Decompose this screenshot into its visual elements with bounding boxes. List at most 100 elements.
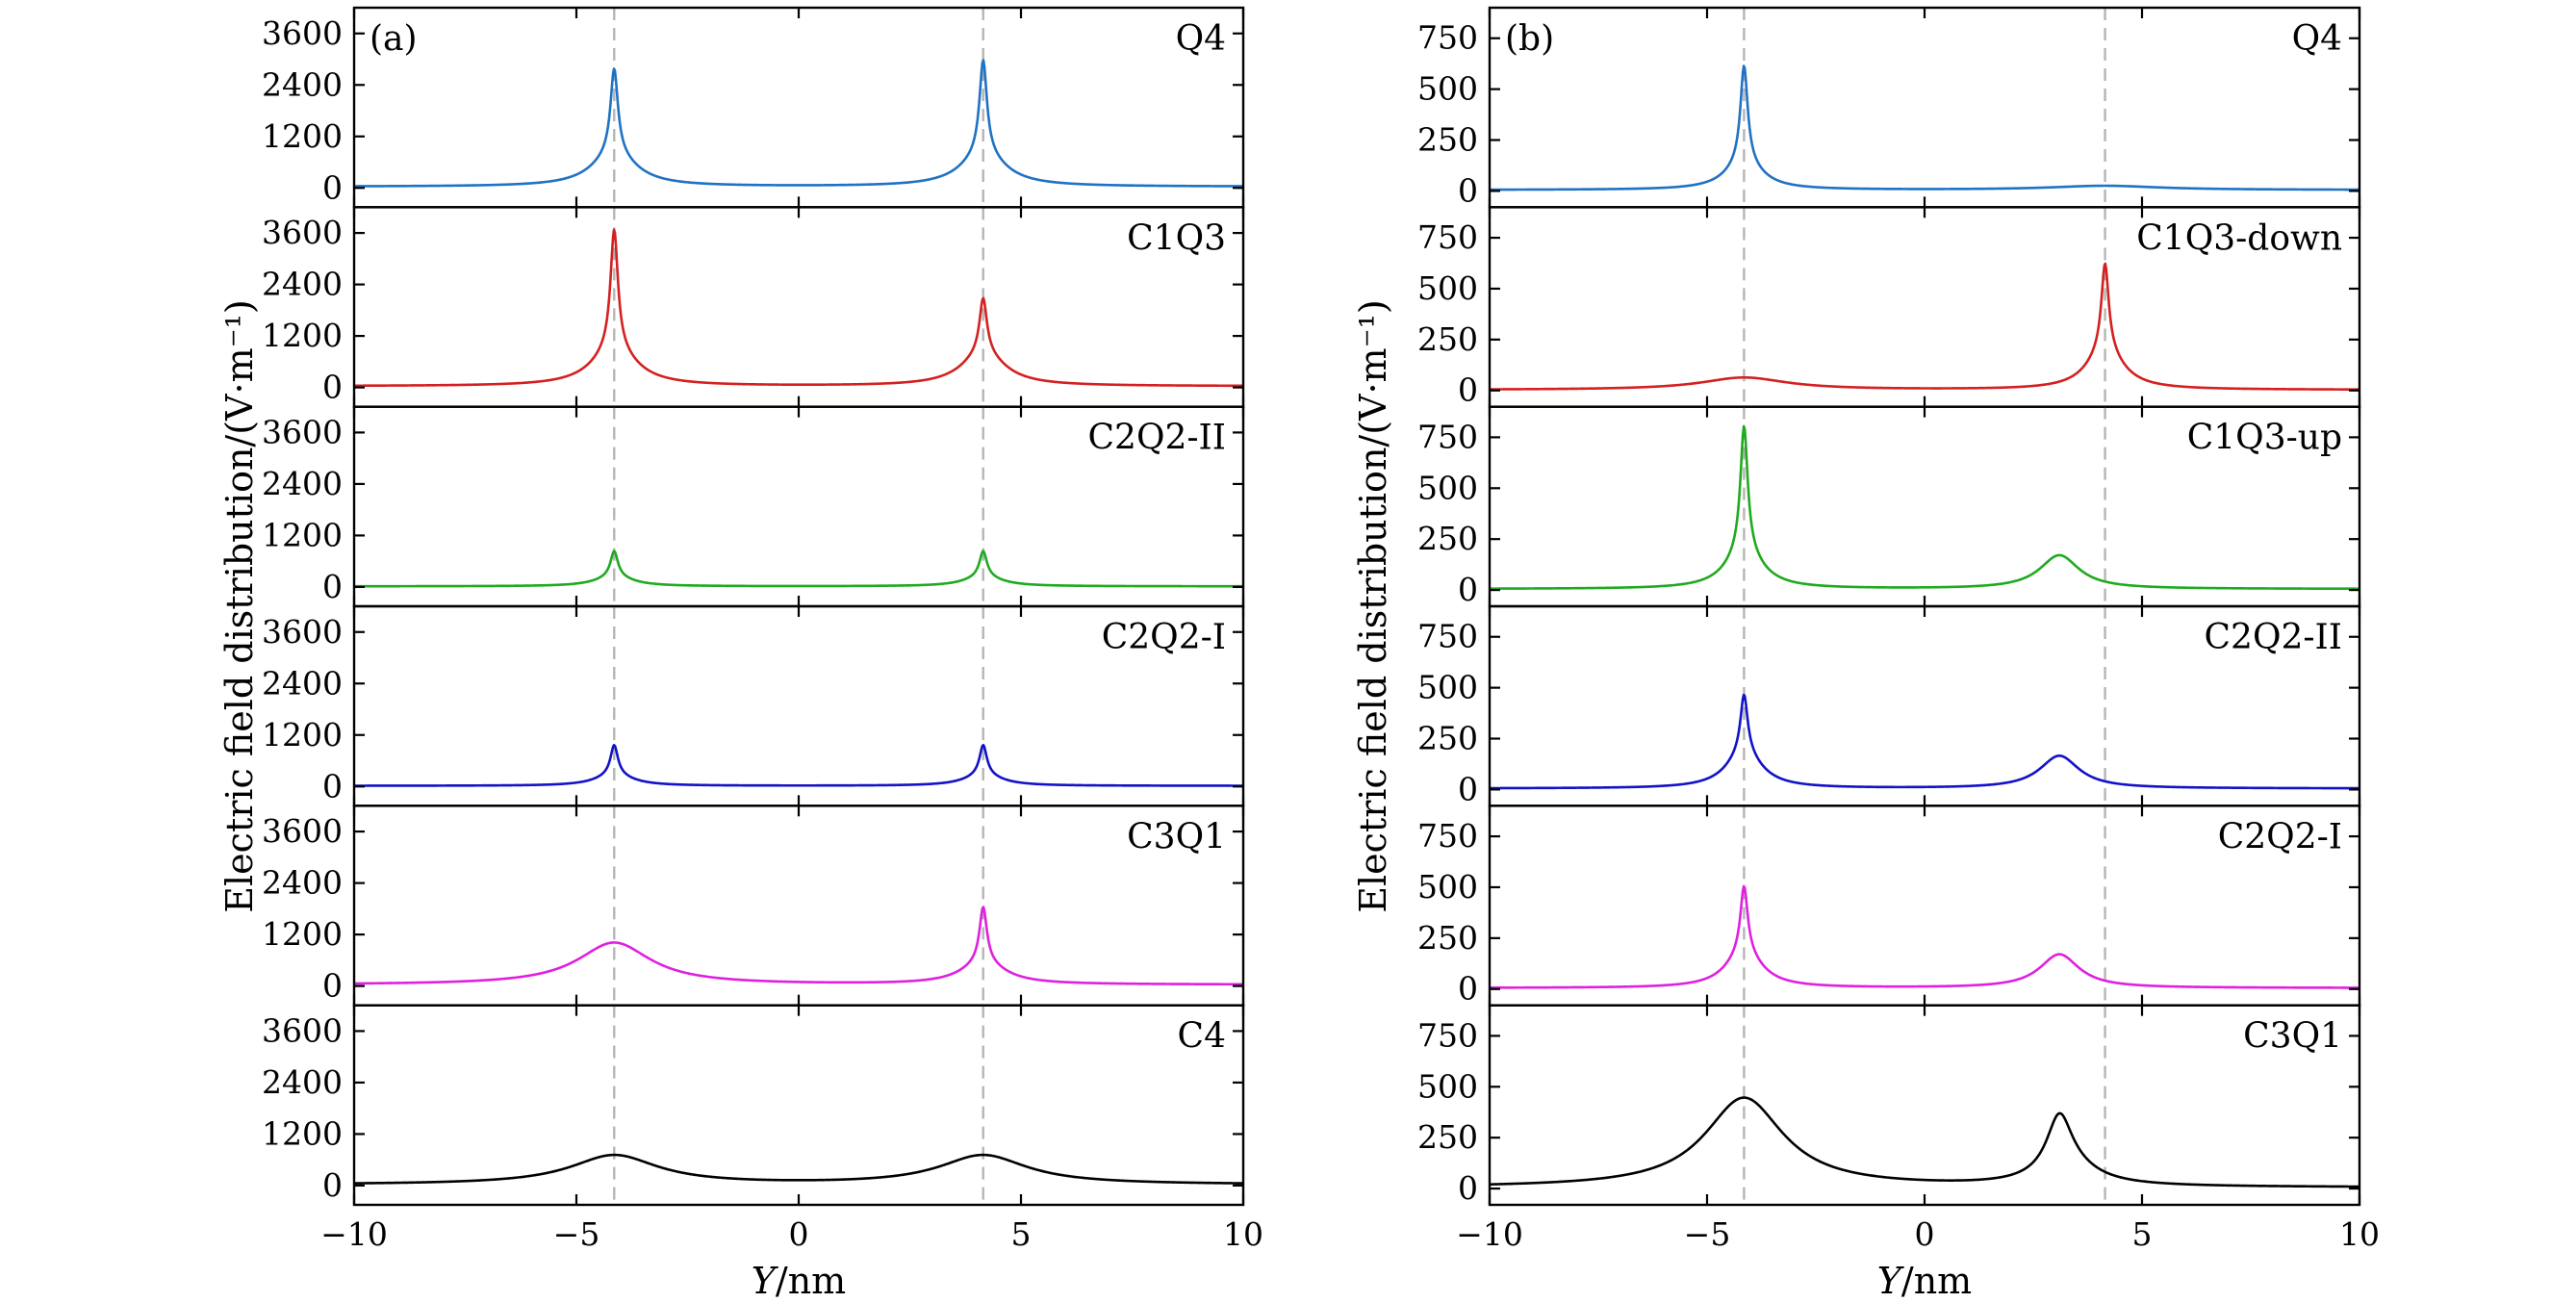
series-label: C2Q2-I (2218, 817, 2342, 856)
subplot-c1q3-down: 0 250 500 750 C1Q3-down (1417, 206, 2361, 409)
series-line-c2q2-i (1489, 884, 2360, 989)
y-tick-label: 750 (1417, 218, 1478, 256)
series-line-c3q1 (1489, 1096, 2360, 1188)
y-tick-label: 0 (1458, 171, 1478, 209)
y-tick-label: 3600 (262, 613, 343, 651)
y-tick-label: 250 (1417, 520, 1478, 557)
x-tick-label: 0 (1915, 1215, 1935, 1253)
y-tick-label: 750 (1417, 817, 1478, 855)
y-tick-label: 500 (1417, 669, 1478, 706)
series-line-c2q2-ii (353, 549, 1244, 588)
series-line-q4 (1489, 64, 2360, 192)
y-tick-label: 500 (1417, 1067, 1478, 1105)
x-tick-label: −10 (1456, 1215, 1523, 1253)
subplot-frame (352, 206, 1245, 408)
y-tick-label: 0 (322, 1166, 343, 1204)
y-tick-label: 0 (322, 168, 343, 206)
y-tick-label: 250 (1417, 919, 1478, 957)
y-tick-label: 0 (1458, 1169, 1478, 1207)
series-line-c1q3-down (1489, 262, 2360, 391)
y-tick-label: 250 (1417, 320, 1478, 358)
y-tick-label: 250 (1417, 121, 1478, 159)
subplot-frame (352, 1004, 1245, 1207)
subplot-frame (352, 6, 1245, 209)
subplot-frame (1488, 6, 2361, 209)
y-tick-label: 250 (1417, 720, 1478, 757)
y-tick-label: 0 (322, 967, 343, 1005)
subplot-c3q1: 0 1200 2400 3600 C3Q1 (262, 805, 1245, 1007)
y-tick-label: 0 (1458, 371, 1478, 409)
panel-tag: (a) (370, 19, 418, 59)
y-tick-label: 2400 (262, 65, 343, 103)
y-tick-label: 3600 (262, 413, 343, 450)
y-tick-label: 2400 (262, 266, 343, 303)
series-line-q4 (353, 59, 1244, 188)
x-tick-label: 10 (1223, 1215, 1263, 1253)
y-axis-title: Electric field distribution/(V·m⁻¹) (1352, 299, 1394, 912)
y-tick-label: 2400 (262, 664, 343, 702)
y-tick-label: 1200 (262, 117, 343, 155)
y-tick-label: 1200 (262, 1114, 343, 1152)
y-tick-label: 0 (322, 767, 343, 805)
y-tick-label: 1200 (262, 716, 343, 754)
y-tick-label: 750 (1417, 418, 1478, 455)
subplot-c2q2-i: 0 250 500 750 C2Q2-I (1417, 805, 2361, 1008)
y-tick-label: 750 (1417, 19, 1478, 57)
y-tick-label: 500 (1417, 70, 1478, 108)
y-tick-label: 3600 (262, 14, 343, 52)
panel-tag: (b) (1505, 19, 1554, 59)
subplot-c3q1: 0 250 500 750 C3Q1 (1417, 1004, 2361, 1207)
x-axis-title: Y/nm (752, 1260, 846, 1302)
y-tick-label: 500 (1417, 868, 1478, 906)
subplot-c1q3-up: 0 250 500 750 C1Q3-up (1417, 405, 2361, 608)
y-tick-label: 2400 (262, 465, 343, 502)
x-axis-title: Y/nm (1877, 1260, 1972, 1302)
y-tick-label: 0 (322, 369, 343, 406)
y-axis-title: Electric field distribution/(V·m⁻¹) (218, 299, 261, 912)
y-tick-label: 3600 (262, 812, 343, 850)
series-line-c1q3 (353, 228, 1244, 388)
x-tick-label: 5 (2132, 1215, 2153, 1253)
subplot-c2q2-ii: 0 1200 2400 3600 C2Q2-II (262, 405, 1245, 608)
subplot-frame (352, 805, 1245, 1007)
y-tick-label: 500 (1417, 269, 1478, 307)
x-tick-label: −5 (553, 1215, 600, 1253)
series-label: C2Q2-II (1088, 419, 1226, 458)
y-tick-label: 0 (1458, 770, 1478, 807)
x-tick-label: 10 (2339, 1215, 2380, 1253)
series-label: Q4 (2292, 19, 2342, 59)
y-tick-label: 250 (1417, 1118, 1478, 1156)
subplot-c2q2-ii: 0 250 500 750 C2Q2-II (1417, 604, 2361, 807)
series-label: C2Q2-I (1102, 618, 1226, 657)
subplot-c4: 0 1200 2400 3600 C4 (262, 1004, 1245, 1207)
series-label: C1Q3-down (2136, 218, 2342, 258)
y-tick-label: 1200 (262, 516, 343, 553)
series-line-c2q2-i (353, 743, 1244, 787)
series-line-c1q3-up (1489, 424, 2360, 591)
series-label: Q4 (1176, 19, 1226, 59)
x-tick-label: −5 (1684, 1215, 1731, 1253)
y-tick-label: 3600 (262, 1011, 343, 1049)
y-tick-label: 2400 (262, 864, 343, 902)
series-label: C1Q3-up (2187, 419, 2342, 458)
series-label: C3Q1 (2243, 1017, 2342, 1057)
subplot-q4: 0 1200 2400 3600 Q4 (a) (262, 6, 1245, 209)
y-tick-label: 500 (1417, 469, 1478, 506)
x-tick-label: 5 (1011, 1215, 1032, 1253)
y-tick-label: 1200 (262, 915, 343, 953)
series-label: C4 (1178, 1017, 1226, 1057)
y-tick-label: 0 (322, 568, 343, 605)
x-tick-label: −10 (320, 1215, 388, 1253)
y-tick-label: 0 (1458, 571, 1478, 608)
panel-a: 0 1200 2400 3600 Q4 (a) 0 1200 2400 3600 C1Q3 0 1200… (218, 6, 1263, 1302)
y-tick-label: 750 (1417, 618, 1478, 655)
series-line-c4 (353, 1153, 1244, 1185)
y-tick-label: 3600 (262, 214, 343, 251)
subplot-c1q3: 0 1200 2400 3600 C1Q3 (262, 206, 1245, 408)
series-label: C2Q2-II (2205, 618, 2342, 657)
y-tick-label: 0 (1458, 970, 1478, 1008)
subplot-c2q2-i: 0 1200 2400 3600 C2Q2-I (262, 604, 1245, 807)
y-tick-label: 1200 (262, 317, 343, 354)
